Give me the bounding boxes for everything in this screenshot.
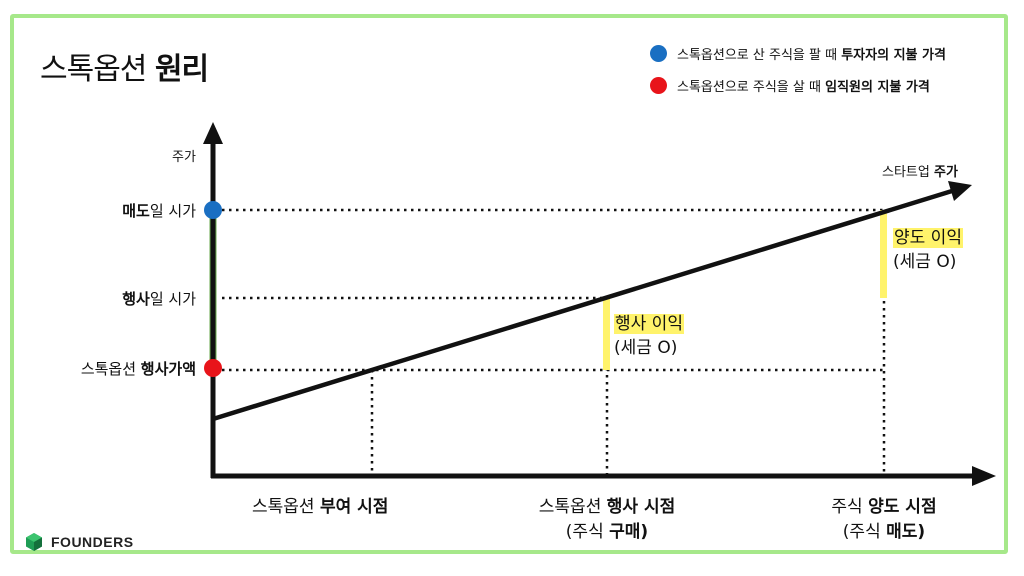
blue-dot-icon xyxy=(650,45,667,62)
strike-price-marker xyxy=(204,359,222,377)
legend-item-employee: 스톡옵션으로 주식을 살 때 임직원의 지불 가격 xyxy=(650,76,930,95)
legend-item-investor: 스톡옵션으로 산 주식을 팔 때 투자자의 지불 가격 xyxy=(650,44,946,63)
x-point-regular: 스톡옵션 xyxy=(538,497,602,517)
title-bold: 원리 xyxy=(154,52,209,87)
x-point-bold: 매도) xyxy=(886,522,926,542)
note-title: 행사 이익 xyxy=(614,314,684,334)
x-point-grant: 스톡옵션 부여 시점 xyxy=(252,492,388,517)
exercise-gain-note: 행사 이익 (세금 O) xyxy=(614,312,684,360)
y-level-sell: 매도일 시가 xyxy=(122,200,196,221)
title-regular: 스톡옵션 xyxy=(40,52,147,87)
y-level-bold: 행사가액 xyxy=(140,360,196,378)
y-level-text: 스톡옵션 xyxy=(80,360,137,378)
x-point-exercise: 스톡옵션 행사 시점 (주식 구매) xyxy=(539,492,675,542)
sale-gain-note: 양도 이익 (세금 O) xyxy=(893,226,963,274)
sell-price-marker xyxy=(204,201,222,219)
y-level-text: 일 시가 xyxy=(149,290,196,308)
legend-text: 스톡옵션으로 주식을 살 때 xyxy=(677,80,821,95)
y-level-strike: 스톡옵션 행사가액 xyxy=(81,358,196,379)
outer-frame xyxy=(10,14,1008,554)
red-dot-icon xyxy=(650,77,667,94)
legend-bold: 투자자의 지불 가격 xyxy=(841,48,946,63)
x-point-sale: 주식 양도 시점 (주식 매도) xyxy=(831,492,936,542)
y-level-text: 일 시가 xyxy=(149,202,196,220)
legend-bold: 임직원의 지불 가격 xyxy=(825,80,930,95)
price-line-label: 스타트업 주가 xyxy=(882,161,958,180)
y-axis-arrow xyxy=(203,122,223,144)
price-line-arrow xyxy=(948,181,972,201)
brand-name: FOUNDERS xyxy=(51,534,134,550)
price-line-label-regular: 스타트업 xyxy=(882,165,930,180)
x-point-bold: 구매) xyxy=(609,522,649,542)
x-point-bold: 양도 시점 xyxy=(868,497,937,517)
x-point-regular: 주식 xyxy=(831,497,863,517)
x-point-regular: (주식 xyxy=(842,522,881,542)
y-level-bold: 매도 xyxy=(122,202,150,220)
brand-logo: FOUNDERS xyxy=(24,532,134,552)
page-title: 스톡옵션 원리 xyxy=(40,44,209,88)
price-line-label-bold: 주가 xyxy=(933,165,958,180)
note-sub: (세금 O) xyxy=(893,252,957,272)
y-axis-label: 주가 xyxy=(172,150,196,165)
startup-price-line xyxy=(212,188,953,422)
note-sub: (세금 O) xyxy=(614,338,678,358)
x-point-bold: 부여 시점 xyxy=(319,497,389,517)
exercise-gain-bar xyxy=(603,298,610,370)
legend-text: 스톡옵션으로 산 주식을 팔 때 xyxy=(677,48,838,63)
x-point-regular: 스톡옵션 xyxy=(252,497,315,517)
x-point-bold: 행사 시점 xyxy=(606,497,676,517)
founders-logo-icon xyxy=(26,533,42,551)
sale-gain-bar xyxy=(880,210,887,298)
x-axis-arrow xyxy=(972,466,996,486)
y-level-bold: 행사 xyxy=(122,290,150,308)
x-point-regular: (주식 xyxy=(565,522,604,542)
note-title: 양도 이익 xyxy=(893,228,963,248)
y-level-exercise: 행사일 시가 xyxy=(122,288,196,309)
